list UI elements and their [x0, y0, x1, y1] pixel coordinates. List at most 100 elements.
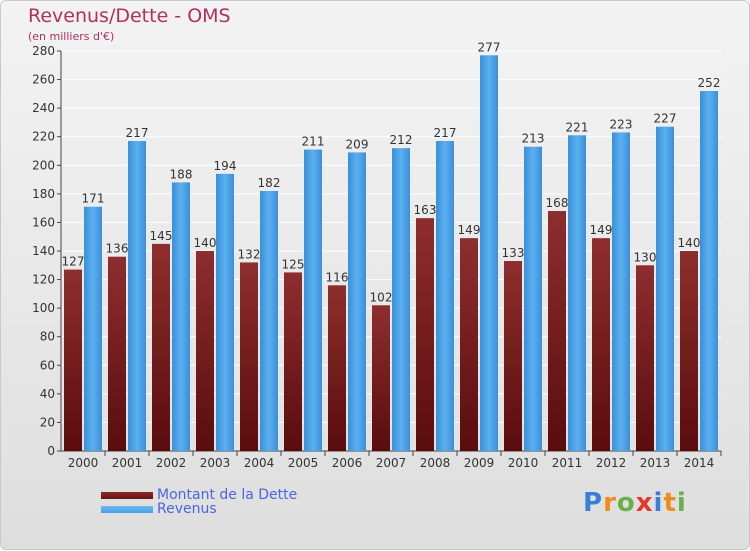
y-tick-label: 60 [40, 358, 55, 372]
bar-dette [240, 262, 258, 451]
y-tick-label: 240 [32, 101, 55, 115]
bar-dette [328, 285, 346, 451]
x-tick-label: 2011 [552, 456, 583, 470]
x-tick-label: 2002 [156, 456, 187, 470]
bar-value-label: 145 [150, 229, 173, 243]
bar-dette [108, 256, 126, 451]
y-tick-label: 260 [32, 73, 55, 87]
y-tick-label: 180 [32, 187, 55, 201]
bar-value-label: 227 [654, 112, 677, 126]
y-tick-label: 100 [32, 301, 55, 315]
x-tick-label: 2003 [200, 456, 231, 470]
x-tick-label: 2001 [112, 456, 143, 470]
logo-letter: P [583, 488, 604, 518]
bar-dette [548, 211, 566, 451]
x-tick-label: 2009 [464, 456, 495, 470]
bar-revenus [392, 148, 410, 451]
logo-letter: o [616, 488, 636, 518]
x-tick-label: 2006 [332, 456, 363, 470]
bar-dette [460, 238, 478, 451]
bar-value-label: 127 [62, 255, 85, 269]
bar-revenus [348, 152, 366, 451]
x-tick-label: 2000 [68, 456, 99, 470]
bar-value-label: 171 [82, 192, 105, 206]
bar-value-label: 252 [698, 76, 721, 90]
legend-item-dette: Montant de la Dette [101, 487, 401, 503]
bar-value-label: 133 [502, 246, 525, 260]
bar-revenus [524, 146, 542, 451]
bar-value-label: 211 [302, 135, 325, 149]
y-tick-label: 280 [32, 44, 55, 58]
logo-letter: i [676, 488, 687, 518]
bar-dette [372, 305, 390, 451]
legend-swatch-revenus [101, 506, 153, 513]
bar-dette [416, 218, 434, 451]
bar-value-label: 130 [634, 250, 657, 264]
bar-dette [196, 251, 214, 451]
x-tick-label: 2013 [640, 456, 671, 470]
bar-value-label: 212 [390, 133, 413, 147]
bar-revenus [700, 91, 718, 451]
bar-revenus [172, 182, 190, 451]
bar-value-label: 136 [106, 242, 129, 256]
bar-value-label: 163 [414, 203, 437, 217]
bar-value-label: 217 [434, 126, 457, 140]
y-tick-label: 40 [40, 387, 55, 401]
bar-dette [636, 265, 654, 451]
bar-value-label: 125 [282, 257, 305, 271]
bar-value-label: 221 [566, 120, 589, 134]
x-tick-label: 2014 [684, 456, 715, 470]
x-tick-label: 2004 [244, 456, 275, 470]
bar-value-label: 213 [522, 132, 545, 146]
bar-revenus [260, 191, 278, 451]
x-tick-label: 2008 [420, 456, 451, 470]
bar-revenus [480, 55, 498, 452]
bar-dette [64, 269, 82, 451]
legend-label-revenus: Revenus [157, 501, 217, 517]
bar-revenus [84, 206, 102, 451]
bar-value-label: 102 [370, 290, 393, 304]
bar-revenus [128, 141, 146, 451]
y-tick-label: 0 [47, 444, 55, 458]
bar-value-label: 188 [170, 167, 193, 181]
bar-dette [284, 272, 302, 451]
y-tick-label: 80 [40, 330, 55, 344]
bar-revenus [568, 135, 586, 452]
bar-revenus [612, 132, 630, 451]
legend-label-dette: Montant de la Dette [157, 487, 298, 503]
bar-value-label: 194 [214, 159, 237, 173]
bar-dette [680, 251, 698, 451]
bar-value-label: 140 [194, 236, 217, 250]
bar-value-label: 140 [678, 236, 701, 250]
bar-dette [152, 243, 170, 451]
logo-letter: i [653, 488, 664, 518]
y-tick-label: 160 [32, 215, 55, 229]
bar-revenus [304, 149, 322, 452]
x-tick-label: 2007 [376, 456, 407, 470]
bar-value-label: 149 [458, 223, 481, 237]
logo-letter: x [635, 488, 654, 518]
proxiti-logo: Proxiti [583, 488, 687, 518]
bar-revenus [656, 126, 674, 451]
bar-value-label: 132 [238, 247, 261, 261]
bar-dette [592, 238, 610, 451]
x-tick-label: 2010 [508, 456, 539, 470]
bar-value-label: 209 [346, 137, 369, 151]
bar-value-label: 149 [590, 223, 613, 237]
logo-letter: r [603, 488, 617, 518]
bar-value-label: 217 [126, 126, 149, 140]
bar-value-label: 277 [478, 40, 501, 54]
y-tick-label: 140 [32, 244, 55, 258]
bar-value-label: 168 [546, 196, 569, 210]
bar-dette [504, 261, 522, 451]
y-tick-label: 220 [32, 130, 55, 144]
x-tick-label: 2005 [288, 456, 319, 470]
chart-subtitle: (en milliers d'€) [28, 30, 115, 43]
chart-title: Revenus/Dette - OMS [28, 5, 231, 27]
bar-revenus [436, 141, 454, 451]
bar-value-label: 116 [326, 270, 349, 284]
legend-item-revenus: Revenus [101, 501, 401, 517]
x-tick-label: 2012 [596, 456, 627, 470]
